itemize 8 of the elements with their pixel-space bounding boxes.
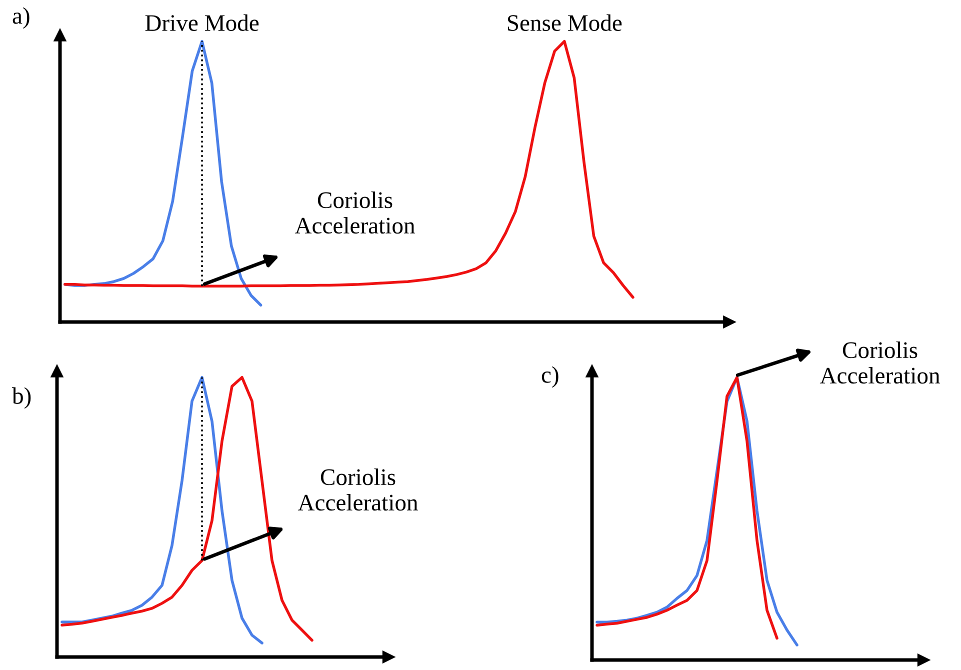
chart-title: c) [542,366,558,388]
chart-title: a) [12,7,30,29]
annotation: Coriolis Acceleration [820,342,940,384]
chart-title: b) [12,387,31,409]
annotation: Coriolis Acceleration [294,192,415,234]
series-label: Drive Mode [145,14,259,32]
annotation: Coriolis Acceleration [298,468,418,511]
series-label: Sense Mode [508,14,622,32]
